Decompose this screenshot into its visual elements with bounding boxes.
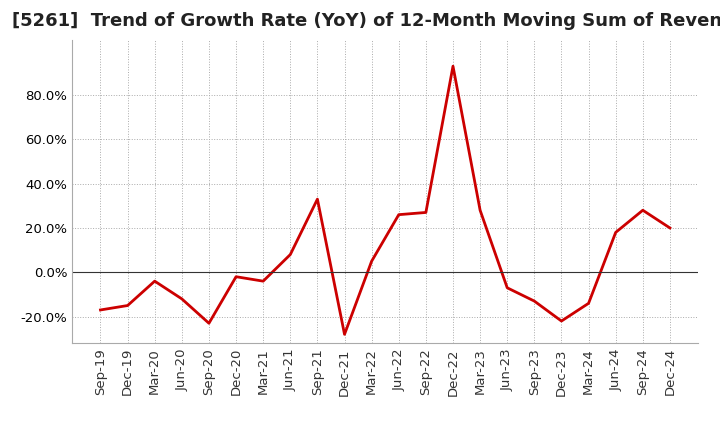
Title: [5261]  Trend of Growth Rate (YoY) of 12-Month Moving Sum of Revenues: [5261] Trend of Growth Rate (YoY) of 12-… [12,12,720,30]
